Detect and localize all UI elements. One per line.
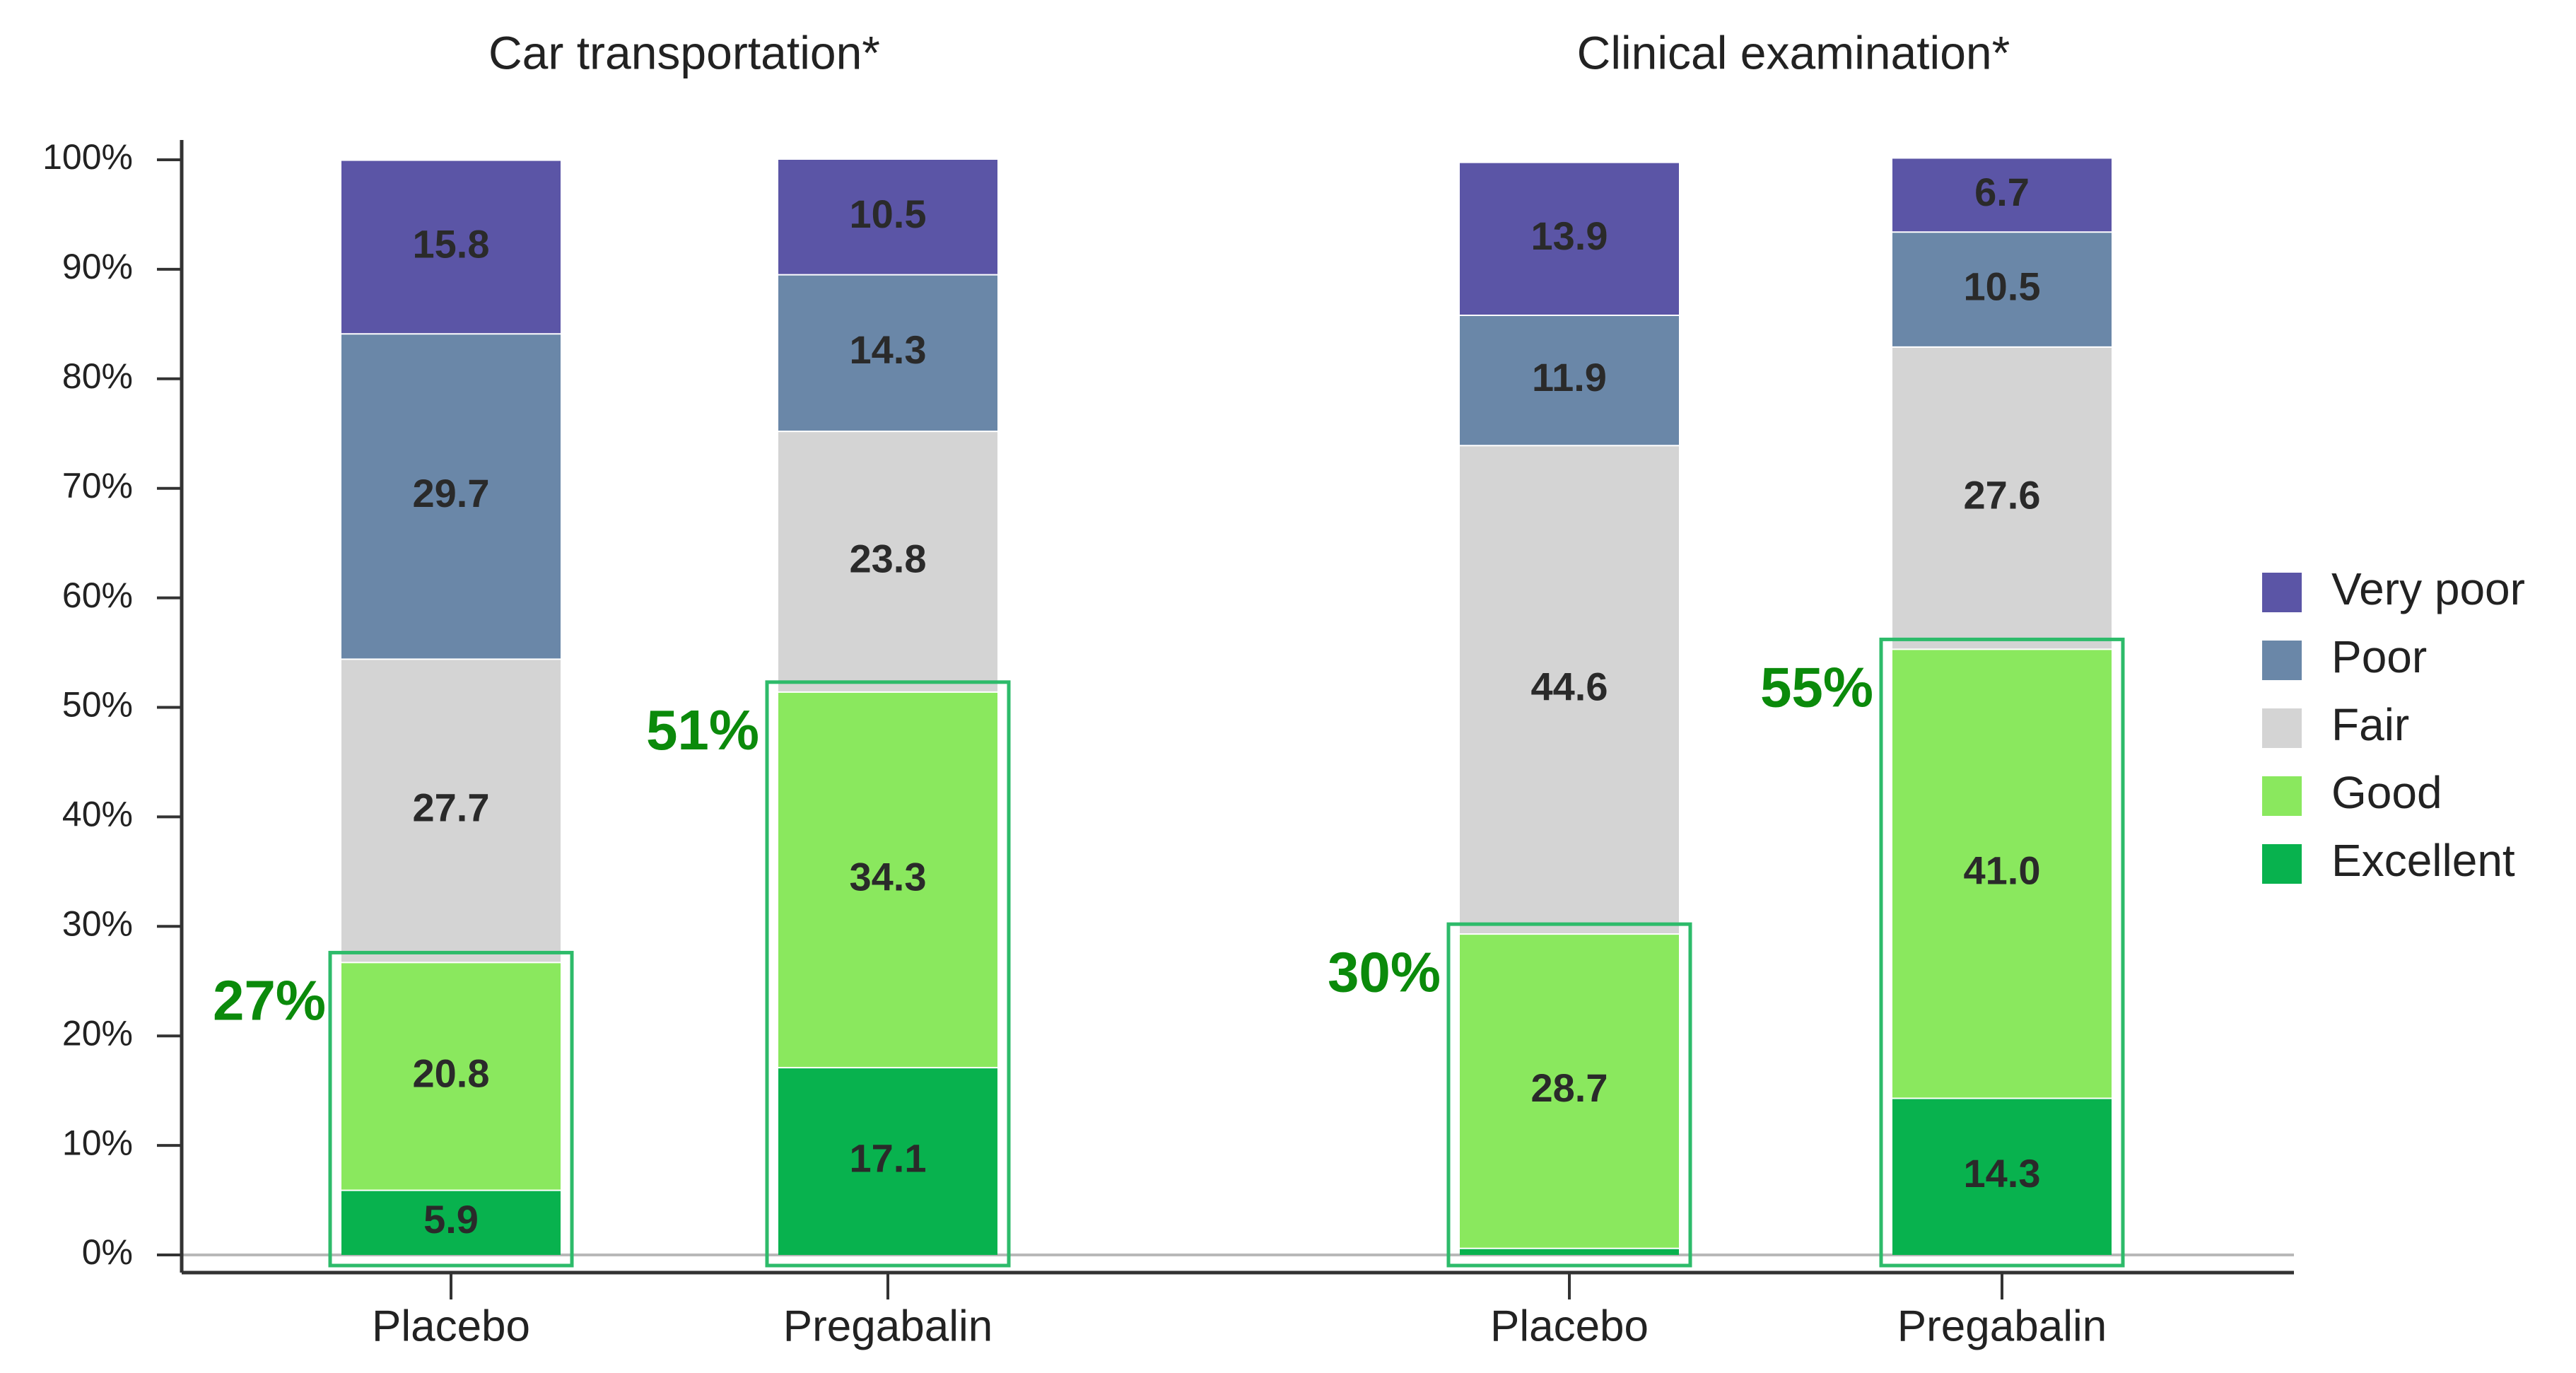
legend-label: Very poor: [2331, 563, 2525, 614]
segment-value-label: 13.9: [1531, 214, 1608, 258]
legend-label: Good: [2331, 767, 2442, 818]
highlight-percent-label: 27%: [213, 969, 326, 1032]
segment-value-label: 28.7: [1531, 1065, 1608, 1110]
segment-value-label: 10.5: [1964, 264, 2041, 308]
legend-swatch-very-poor: [2262, 573, 2302, 612]
highlight-percent-label: 55%: [1760, 656, 1873, 719]
segment-value-label: 29.7: [413, 471, 490, 515]
bar-segment-fair: [341, 659, 561, 963]
x-category-label: Placebo: [1490, 1302, 1649, 1350]
highlight-percent-label: 30%: [1328, 940, 1441, 1003]
y-tick-label: 10%: [62, 1123, 133, 1162]
segment-value-label: 41.0: [1964, 848, 2041, 893]
segment-value-label: 14.3: [1964, 1151, 2041, 1196]
bar-segment-poor: [778, 274, 997, 432]
bar-segment-excellent: [1892, 1098, 2112, 1255]
segment-value-label: 14.3: [850, 327, 927, 372]
labels: Car transportation* 5.9 20.8 27.7 29.7 15.8 27…: [213, 26, 2041, 1241]
segment-value-label: 11.9: [1532, 355, 1607, 399]
y-tick-label: 100%: [42, 137, 133, 177]
highlight-box: [1879, 637, 2125, 1268]
legend-swatch-good: [2262, 776, 2302, 816]
segment-value-label: 5.9: [423, 1197, 479, 1241]
bar-segment-good: [341, 962, 561, 1191]
bar-segment-fair: [1892, 346, 2112, 650]
x-category-label: Pregabalin: [783, 1302, 993, 1350]
y-tick-label: 20%: [62, 1013, 133, 1053]
bar-segment-excellent: [778, 1068, 997, 1255]
y-tick-label: 50%: [62, 685, 133, 725]
segment-value-label: 23.8: [850, 536, 927, 580]
legend: Very poor Poor Fair Good Excellent: [2262, 563, 2525, 886]
y-tick-label: 60%: [62, 576, 133, 615]
highlight-box: [765, 680, 1011, 1268]
segment-value-label: 15.8: [413, 222, 490, 267]
bars: [328, 158, 2125, 1268]
segment-value-label: 27.7: [413, 785, 490, 830]
x-category-label: Placebo: [372, 1302, 530, 1350]
panel-title: Car transportation*: [488, 26, 880, 78]
bar-segment-poor: [341, 334, 561, 660]
y-tick-label: 80%: [62, 356, 133, 396]
segment-value-label: 17.1: [850, 1135, 927, 1180]
y-tick-label: 0%: [82, 1232, 133, 1272]
highlight-box: [1446, 922, 1692, 1268]
segment-value-label: 27.6: [1964, 472, 2041, 517]
panel-title: Clinical examination*: [1577, 26, 2010, 78]
y-tick-label: 90%: [62, 247, 133, 286]
legend-swatch-fair: [2262, 708, 2302, 748]
x-category-label: Pregabalin: [1897, 1302, 2107, 1350]
legend-swatch-poor: [2262, 641, 2302, 680]
y-tick-label: 70%: [62, 466, 133, 506]
legend-swatch-excellent: [2262, 844, 2302, 884]
segment-value-label: 34.3: [850, 854, 927, 899]
y-tick-label: 30%: [62, 904, 133, 944]
legend-label: Excellent: [2331, 835, 2515, 886]
y-tick-label: 40%: [62, 795, 133, 834]
bar-segment-excellent: [341, 1190, 561, 1255]
segment-value-label: 6.7: [1974, 170, 2030, 214]
bar-segment-good: [1460, 934, 1679, 1249]
bar-segment-excellent: [1460, 1248, 1679, 1255]
bar-segment-very-poor: [778, 160, 997, 275]
legend-label: Poor: [2331, 631, 2427, 682]
legend-label: Fair: [2331, 699, 2409, 750]
highlight-percent-label: 51%: [646, 699, 759, 761]
segment-value-label: 10.5: [850, 192, 927, 236]
highlight-box: [328, 950, 574, 1268]
bar-segment-good: [1892, 649, 2112, 1099]
bar-segment-fair: [1460, 445, 1679, 935]
bar-segment-poor: [1892, 232, 2112, 347]
bar-segment-good: [778, 691, 997, 1068]
bar-segment-very-poor: [341, 160, 561, 334]
bar-segment-poor: [1460, 315, 1679, 446]
bar-segment-very-poor: [1892, 158, 2112, 233]
bar-segment-very-poor: [1460, 163, 1679, 315]
bar-segment-fair: [778, 431, 997, 692]
segment-value-label: 20.8: [413, 1051, 490, 1095]
axes: 0% 10% 20% 30% 40% 50% 60% 70% 80% 90% 100% Placebo…: [42, 137, 2294, 1350]
segment-value-label: 44.6: [1531, 665, 1608, 709]
